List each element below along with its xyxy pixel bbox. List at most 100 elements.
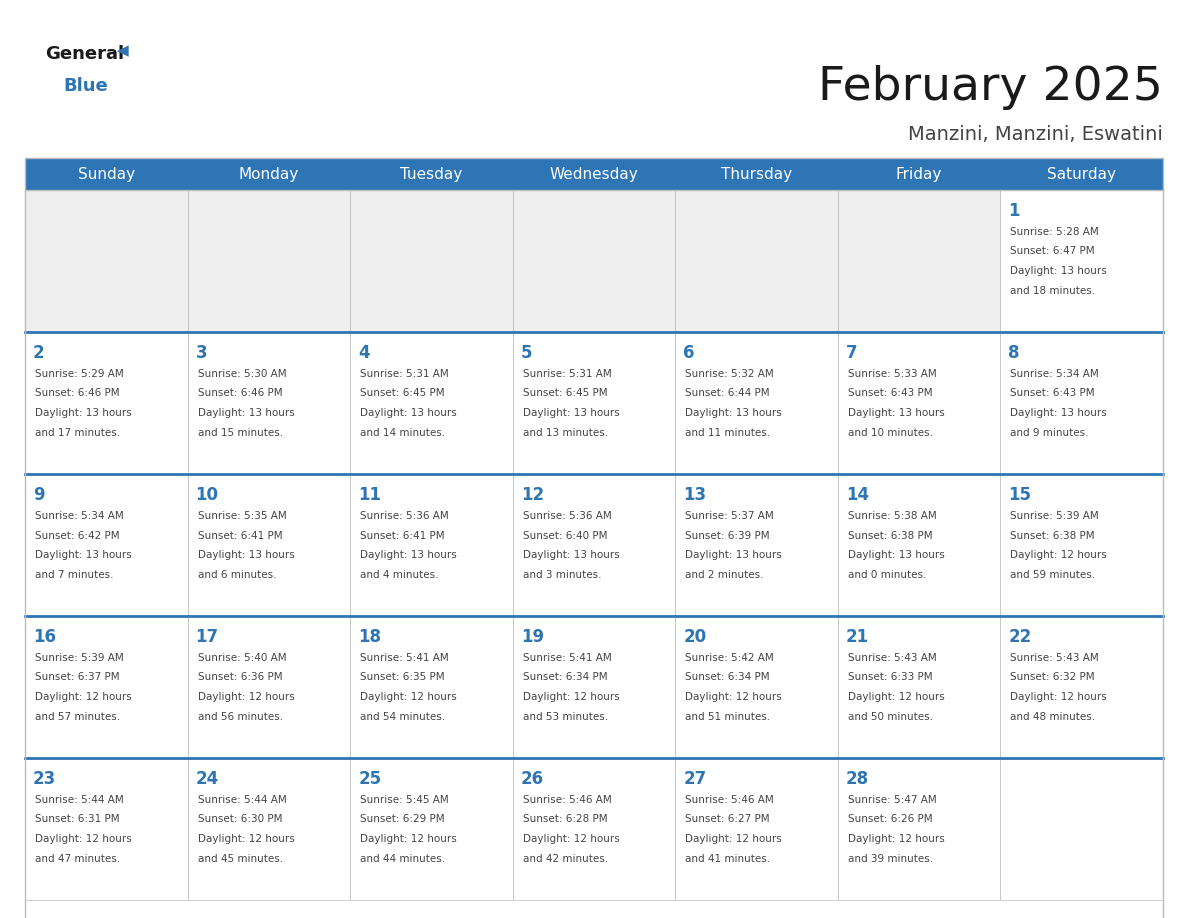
Text: 28: 28: [846, 770, 868, 788]
Text: Sunset: 6:34 PM: Sunset: 6:34 PM: [523, 673, 607, 682]
Text: Sunset: 6:46 PM: Sunset: 6:46 PM: [34, 388, 120, 398]
Text: Sunset: 6:42 PM: Sunset: 6:42 PM: [34, 531, 120, 541]
Text: Sunrise: 5:34 AM: Sunrise: 5:34 AM: [1011, 369, 1099, 379]
Text: Sunrise: 5:40 AM: Sunrise: 5:40 AM: [197, 653, 286, 663]
Text: and 7 minutes.: and 7 minutes.: [34, 569, 114, 579]
Text: Monday: Monday: [239, 166, 299, 182]
Bar: [350, 758, 513, 900]
Text: Daylight: 12 hours: Daylight: 12 hours: [1011, 692, 1107, 702]
Text: 5: 5: [520, 344, 532, 362]
Text: and 56 minutes.: and 56 minutes.: [197, 711, 283, 722]
Bar: [675, 616, 838, 758]
Text: Sunrise: 5:30 AM: Sunrise: 5:30 AM: [197, 369, 286, 379]
Text: Sunset: 6:45 PM: Sunset: 6:45 PM: [360, 388, 444, 398]
Text: Daylight: 13 hours: Daylight: 13 hours: [848, 550, 944, 560]
Text: Daylight: 12 hours: Daylight: 12 hours: [685, 692, 782, 702]
Text: and 50 minutes.: and 50 minutes.: [848, 711, 933, 722]
Text: and 54 minutes.: and 54 minutes.: [360, 711, 446, 722]
Text: 4: 4: [358, 344, 369, 362]
Text: 27: 27: [683, 770, 707, 788]
Text: Sunrise: 5:44 AM: Sunrise: 5:44 AM: [34, 795, 124, 805]
Text: 20: 20: [683, 628, 707, 646]
Bar: [513, 758, 675, 900]
Text: 22: 22: [1009, 628, 1031, 646]
Text: Sunset: 6:37 PM: Sunset: 6:37 PM: [34, 673, 120, 682]
Bar: [838, 616, 1000, 758]
Text: Sunset: 6:40 PM: Sunset: 6:40 PM: [523, 531, 607, 541]
Text: Sunrise: 5:33 AM: Sunrise: 5:33 AM: [848, 369, 936, 379]
Text: Daylight: 12 hours: Daylight: 12 hours: [523, 692, 619, 702]
Bar: [1000, 758, 1163, 900]
Text: Sunrise: 5:46 AM: Sunrise: 5:46 AM: [685, 795, 775, 805]
Text: Sunset: 6:28 PM: Sunset: 6:28 PM: [523, 814, 607, 824]
Text: Daylight: 13 hours: Daylight: 13 hours: [685, 408, 782, 418]
Text: Sunrise: 5:42 AM: Sunrise: 5:42 AM: [685, 653, 775, 663]
Text: 13: 13: [683, 486, 707, 504]
Text: Daylight: 13 hours: Daylight: 13 hours: [523, 550, 619, 560]
Text: Daylight: 12 hours: Daylight: 12 hours: [34, 692, 132, 702]
Bar: [188, 616, 350, 758]
Bar: [675, 332, 838, 474]
Bar: [513, 332, 675, 474]
Text: Sunrise: 5:39 AM: Sunrise: 5:39 AM: [34, 653, 124, 663]
Text: Daylight: 13 hours: Daylight: 13 hours: [360, 408, 457, 418]
Text: and 48 minutes.: and 48 minutes.: [1011, 711, 1095, 722]
Bar: [188, 190, 350, 332]
Text: 3: 3: [196, 344, 207, 362]
Text: Sunrise: 5:46 AM: Sunrise: 5:46 AM: [523, 795, 612, 805]
Text: 26: 26: [520, 770, 544, 788]
Text: and 10 minutes.: and 10 minutes.: [848, 428, 933, 438]
Bar: [1000, 616, 1163, 758]
Text: Sunrise: 5:39 AM: Sunrise: 5:39 AM: [1011, 511, 1099, 521]
Text: Sunrise: 5:41 AM: Sunrise: 5:41 AM: [360, 653, 449, 663]
Bar: [188, 332, 350, 474]
Text: and 13 minutes.: and 13 minutes.: [523, 428, 608, 438]
Text: Daylight: 12 hours: Daylight: 12 hours: [685, 834, 782, 844]
Text: Sunrise: 5:35 AM: Sunrise: 5:35 AM: [197, 511, 286, 521]
Bar: [1000, 474, 1163, 616]
Text: and 45 minutes.: and 45 minutes.: [197, 854, 283, 864]
Bar: [188, 474, 350, 616]
Text: Sunrise: 5:34 AM: Sunrise: 5:34 AM: [34, 511, 124, 521]
Text: Daylight: 13 hours: Daylight: 13 hours: [197, 408, 295, 418]
Text: Sunrise: 5:43 AM: Sunrise: 5:43 AM: [1011, 653, 1099, 663]
Text: Sunset: 6:33 PM: Sunset: 6:33 PM: [848, 673, 933, 682]
Text: 15: 15: [1009, 486, 1031, 504]
Text: Sunset: 6:38 PM: Sunset: 6:38 PM: [848, 531, 933, 541]
Text: February 2025: February 2025: [819, 65, 1163, 110]
Bar: [350, 474, 513, 616]
Bar: [25, 474, 188, 616]
Text: Sunset: 6:47 PM: Sunset: 6:47 PM: [1011, 247, 1095, 256]
Text: Sunset: 6:45 PM: Sunset: 6:45 PM: [523, 388, 607, 398]
Text: and 18 minutes.: and 18 minutes.: [1011, 285, 1095, 296]
Text: 10: 10: [196, 486, 219, 504]
Text: and 47 minutes.: and 47 minutes.: [34, 854, 120, 864]
Text: 18: 18: [358, 628, 381, 646]
Text: Thursday: Thursday: [721, 166, 792, 182]
Text: Daylight: 13 hours: Daylight: 13 hours: [523, 408, 619, 418]
Text: Sunset: 6:32 PM: Sunset: 6:32 PM: [1011, 673, 1095, 682]
Text: Sunrise: 5:28 AM: Sunrise: 5:28 AM: [1011, 227, 1099, 237]
Text: 9: 9: [33, 486, 45, 504]
Text: and 4 minutes.: and 4 minutes.: [360, 569, 438, 579]
Text: Sunset: 6:39 PM: Sunset: 6:39 PM: [685, 531, 770, 541]
Bar: [838, 758, 1000, 900]
Text: Daylight: 13 hours: Daylight: 13 hours: [34, 550, 132, 560]
Text: Sunrise: 5:36 AM: Sunrise: 5:36 AM: [360, 511, 449, 521]
Text: Daylight: 13 hours: Daylight: 13 hours: [360, 550, 457, 560]
Text: Daylight: 13 hours: Daylight: 13 hours: [1011, 266, 1107, 276]
Text: Wednesday: Wednesday: [550, 166, 638, 182]
Text: and 41 minutes.: and 41 minutes.: [685, 854, 770, 864]
Text: Daylight: 13 hours: Daylight: 13 hours: [197, 550, 295, 560]
Text: Sunrise: 5:41 AM: Sunrise: 5:41 AM: [523, 653, 612, 663]
Text: and 53 minutes.: and 53 minutes.: [523, 711, 608, 722]
Bar: [350, 616, 513, 758]
Text: Sunset: 6:38 PM: Sunset: 6:38 PM: [1011, 531, 1095, 541]
Bar: [25, 158, 1163, 918]
Text: Sunrise: 5:37 AM: Sunrise: 5:37 AM: [685, 511, 775, 521]
Bar: [350, 190, 513, 332]
Text: and 14 minutes.: and 14 minutes.: [360, 428, 446, 438]
Bar: [25, 190, 188, 332]
Text: Daylight: 12 hours: Daylight: 12 hours: [848, 692, 944, 702]
Text: Sunset: 6:43 PM: Sunset: 6:43 PM: [848, 388, 933, 398]
